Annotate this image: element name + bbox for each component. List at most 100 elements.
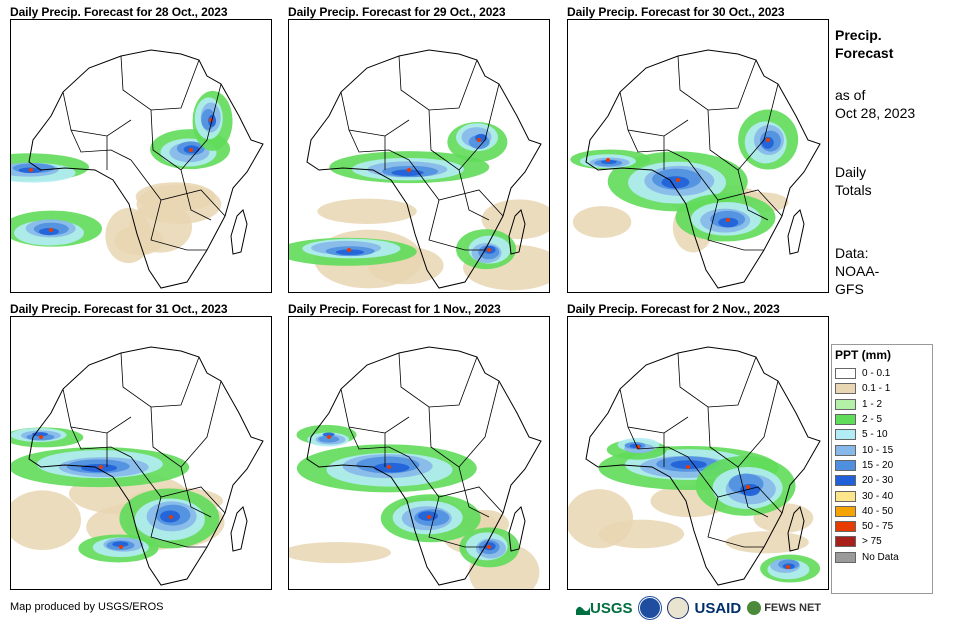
map-canvas — [11, 20, 271, 292]
legend-item: No Data — [835, 550, 899, 565]
map-canvas — [289, 317, 549, 589]
fews-net-logo: FEWS NET — [747, 601, 821, 615]
country-border — [428, 496, 485, 548]
legend-label: 40 - 50 — [862, 505, 894, 517]
legend-swatch — [835, 551, 856, 563]
madagascar-outline — [787, 209, 805, 255]
dry-area — [11, 490, 82, 551]
heavy-precip-spot — [606, 158, 610, 162]
panel-title: Daily Precip. Forecast for 2 Nov., 2023 — [567, 302, 780, 316]
country-border — [707, 199, 764, 251]
map-credit: Map produced by USGS/EROS — [10, 601, 164, 613]
heavy-precip-spot — [487, 545, 491, 549]
precip-area — [600, 159, 617, 164]
precip-area — [761, 136, 774, 149]
legend-label: 50 - 75 — [862, 521, 894, 533]
country-border — [130, 159, 226, 217]
precip-area — [718, 217, 739, 228]
panel-title: Daily Precip. Forecast for 1 Nov., 2023 — [288, 302, 501, 316]
legend-item: 0.1 - 1 — [835, 381, 899, 396]
precip-area — [38, 228, 59, 236]
side-title-line1: Precip. — [835, 27, 882, 43]
legend-swatch — [835, 490, 856, 502]
panel-title: Daily Precip. Forecast for 29 Oct., 2023 — [288, 5, 506, 19]
country-border — [348, 426, 410, 458]
country-border — [340, 388, 410, 434]
precip-area — [318, 435, 340, 443]
data-line3: GFS — [835, 281, 864, 297]
panel-title: Daily Precip. Forecast for 31 Oct., 2023 — [10, 302, 228, 316]
heavy-precip-spot — [746, 485, 750, 489]
precip-map — [567, 316, 829, 590]
heavy-precip-spot — [427, 515, 431, 519]
data-line2: NOAA- — [835, 263, 880, 279]
legend-title: PPT (mm) — [835, 348, 892, 362]
heavy-precip-spot — [686, 465, 690, 469]
legend-swatch — [835, 444, 856, 456]
map-canvas — [11, 317, 271, 589]
dry-area — [572, 206, 632, 238]
legend-swatch — [835, 368, 856, 380]
madagascar-outline — [787, 506, 805, 552]
legend-swatch — [835, 383, 856, 395]
heavy-precip-spot — [487, 248, 491, 252]
legend-swatch — [835, 429, 856, 441]
usgs-logo-text: USGS — [590, 599, 633, 617]
map-canvas — [568, 317, 828, 589]
country-border — [458, 169, 490, 221]
legend-item: 10 - 15 — [835, 442, 899, 457]
heavy-precip-spot — [169, 515, 173, 519]
legend-swatch — [835, 398, 856, 410]
legend-label: 1 - 2 — [862, 398, 883, 410]
legend-item: 15 - 20 — [835, 458, 899, 473]
heavy-precip-spot — [327, 435, 331, 439]
precip-area — [81, 463, 118, 472]
legend-label: 10 - 15 — [862, 444, 894, 456]
country-border — [62, 91, 132, 137]
data-source: Data: NOAA- GFS — [835, 244, 879, 298]
madagascar-outline — [230, 506, 248, 552]
dry-area — [481, 199, 549, 240]
country-border — [180, 466, 212, 518]
country-border — [408, 456, 504, 514]
legend-item: 1 - 2 — [835, 397, 899, 412]
heavy-precip-spot — [39, 435, 43, 439]
country-border — [707, 496, 764, 548]
madagascar-outline — [230, 209, 248, 255]
panel-title: Daily Precip. Forecast for 30 Oct., 2023 — [567, 5, 785, 19]
heavy-precip-spot — [119, 545, 123, 549]
africa-coastline — [28, 49, 264, 289]
noaa-logo-icon — [638, 597, 661, 619]
heavy-precip-spot — [387, 465, 391, 469]
precip-map — [288, 316, 550, 590]
dry-area — [289, 541, 392, 564]
usaid-seal-icon — [666, 597, 689, 619]
country-border — [619, 91, 689, 137]
legend-item: 30 - 40 — [835, 488, 899, 503]
data-line1: Data: — [835, 245, 869, 261]
precip-area — [670, 460, 707, 469]
country-border — [62, 388, 132, 434]
legend-label: 0.1 - 1 — [862, 383, 891, 395]
country-border — [150, 496, 207, 548]
legend-item: 20 - 30 — [835, 473, 899, 488]
dry-area — [598, 519, 685, 549]
legend-label: No Data — [862, 551, 899, 563]
precip-area — [112, 541, 129, 547]
side-title: Precip. Forecast — [835, 26, 893, 62]
legend-item: 40 - 50 — [835, 504, 899, 519]
legend-item: 2 - 5 — [835, 412, 899, 427]
map-canvas — [568, 20, 828, 292]
heavy-precip-spot — [786, 565, 790, 569]
agency-logos: USGS USAID FEWS NET — [576, 596, 821, 620]
panel-title: Daily Precip. Forecast for 28 Oct., 2023 — [10, 5, 228, 19]
country-border — [70, 129, 132, 161]
heavy-precip-spot — [407, 168, 411, 172]
legend-swatch — [835, 536, 856, 548]
globe-icon — [747, 601, 762, 615]
africa-coastline — [306, 346, 542, 586]
country-border — [737, 466, 769, 518]
legend: PPT (mm) 0 - 0.1 0.1 - 1 1 - 2 2 - 5 5 -… — [835, 348, 899, 565]
africa-coastline — [306, 49, 542, 289]
precip-area — [740, 483, 761, 496]
